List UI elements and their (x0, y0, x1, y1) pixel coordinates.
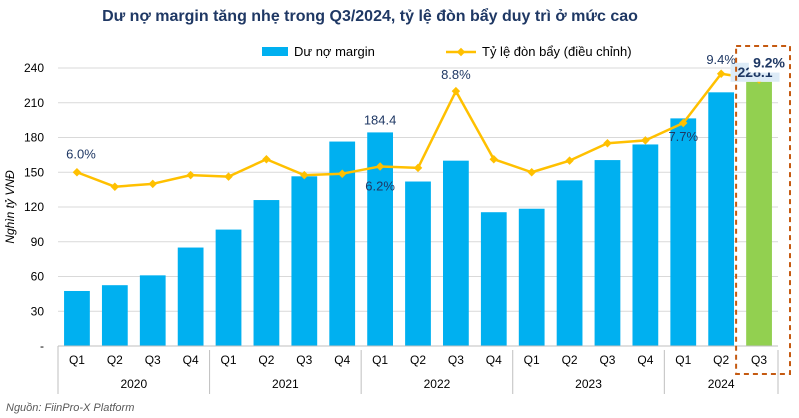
x-tick-label: Q3 (599, 353, 615, 367)
bar (480, 212, 507, 346)
x-tick-label: Q2 (562, 353, 578, 367)
x-tick-label: Q2 (107, 353, 123, 367)
y-axis-title: Nghìn tỷ VNĐ (3, 170, 17, 244)
x-tick-label: Q4 (183, 353, 199, 367)
x-tick-label: Q1 (675, 353, 691, 367)
line-point (186, 170, 195, 180)
bar (291, 176, 318, 346)
bar (594, 160, 621, 346)
bar (632, 144, 659, 346)
line-point (565, 156, 574, 165)
source-note: Nguồn: FiinPro-X Platform (6, 402, 135, 414)
line-series (72, 69, 764, 191)
line-point (110, 182, 120, 191)
line-point (262, 154, 271, 164)
chart-title: Dư nợ margin tăng nhẹ trong Q3/2024, tỷ … (102, 8, 638, 25)
x-tick-label: Q3 (448, 353, 464, 367)
x-tick-label: Q3 (145, 353, 161, 367)
bar (253, 200, 280, 346)
data-label: 8.8% (441, 67, 471, 82)
data-label: 184.4 (364, 112, 397, 127)
x-tick-label: Q1 (372, 353, 388, 367)
x-tick-label: Q4 (486, 353, 502, 367)
bar-series (64, 81, 772, 346)
year-label: 2021 (272, 377, 299, 391)
bar (556, 180, 583, 346)
x-tick-label: Q2 (713, 353, 729, 367)
data-label: 6.0% (66, 146, 96, 161)
axes: - 30 60 90 120 150 180 210 240 Nghìn tỷ VNĐ Q1 Q2 Q3… (3, 61, 779, 394)
data-label: 9.2% (753, 55, 785, 71)
year-label: 2020 (120, 377, 147, 391)
x-tick-label: Q3 (751, 353, 767, 367)
y-tick-label: 30 (31, 304, 45, 318)
bar (518, 208, 545, 346)
line-point (300, 170, 309, 180)
y-tick-label: 150 (24, 165, 44, 179)
line-point (72, 168, 82, 177)
highlight-box (735, 45, 792, 375)
x-tick-label: Q1 (221, 353, 237, 367)
year-label: 2024 (708, 377, 735, 391)
line-point (413, 163, 423, 173)
legend-swatch-marker (456, 47, 466, 57)
x-tick-label: Q2 (410, 353, 426, 367)
data-label: 7.7% (668, 129, 698, 144)
line-point (337, 169, 347, 178)
line-point (148, 179, 157, 189)
line-point (527, 168, 536, 177)
legend-swatch-bar (262, 47, 288, 56)
line-point (224, 172, 233, 181)
legend: Dư nợ margin Tỷ lệ đòn bẩy (điều chỉnh) (262, 44, 632, 59)
data-labels: 184.4228.16.0%6.2%8.8%7.7%9.4%9.2% (66, 52, 790, 193)
x-tick-label: Q1 (524, 353, 540, 367)
line-point (489, 154, 499, 164)
bar (670, 118, 697, 346)
x-tick-label: Q4 (637, 353, 653, 367)
y-tick-label: 210 (24, 96, 44, 110)
legend-label-bar: Dư nợ margin (294, 44, 375, 59)
year-label: 2022 (424, 377, 451, 391)
x-tick-label: Q2 (258, 353, 274, 367)
highlight-frame (735, 45, 792, 375)
line-point (375, 162, 385, 171)
bar (708, 92, 735, 346)
data-label-background (748, 53, 790, 73)
data-label: 9.4% (706, 52, 736, 67)
y-tick-label: 180 (24, 131, 44, 145)
bar (746, 81, 772, 346)
x-tick-label: Q1 (69, 353, 85, 367)
bar (443, 160, 469, 346)
y-tick-label: 90 (31, 235, 45, 249)
x-tick-label: Q3 (296, 353, 312, 367)
bar (139, 275, 166, 346)
data-label: 6.2% (365, 178, 395, 193)
x-tick-label: Q4 (334, 353, 350, 367)
y-tick-label: 120 (24, 200, 44, 214)
year-label: 2023 (575, 377, 602, 391)
legend-label-line: Tỷ lệ đòn bẩy (điều chỉnh) (482, 44, 632, 59)
bar (405, 181, 431, 346)
line-point (451, 86, 461, 96)
bar (101, 285, 128, 346)
bar (215, 229, 242, 346)
line-point (603, 139, 612, 148)
y-tick-label: 240 (24, 61, 44, 75)
bar (177, 247, 204, 346)
y-tick-label: - (40, 339, 44, 353)
y-tick-label: 60 (31, 270, 45, 284)
bar (64, 290, 90, 346)
